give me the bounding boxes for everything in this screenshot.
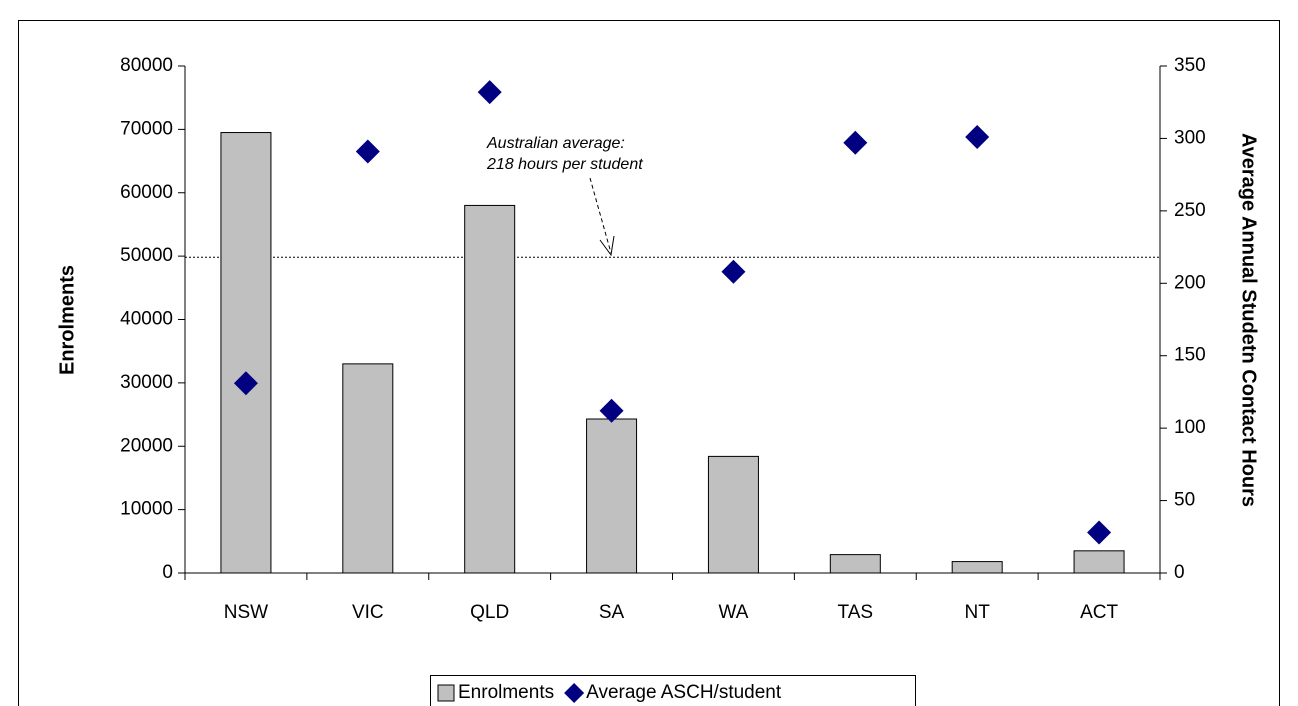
x-tick-label: ACT <box>1080 602 1118 623</box>
legend-swatch <box>437 684 455 702</box>
y-tick-label: 10000 <box>120 499 173 520</box>
bar <box>342 363 394 574</box>
annotation-arrow <box>589 177 612 254</box>
bar <box>829 554 881 574</box>
x-tick-label: VIC <box>352 602 384 623</box>
annotation: Australian average: <box>486 135 625 152</box>
y2-tick-label: 200 <box>1174 272 1206 293</box>
diamond-marker <box>477 80 502 105</box>
arrow-head <box>599 235 615 257</box>
x-tick-label: NT <box>965 602 991 623</box>
bar <box>707 455 759 574</box>
y2-tick-label: 100 <box>1174 417 1206 438</box>
bar <box>951 561 1003 574</box>
chart-frame <box>18 20 1280 706</box>
diamond-marker <box>721 259 746 284</box>
diamond-marker <box>355 139 380 164</box>
bar <box>220 132 272 574</box>
legend-label: Average ASCH/student <box>586 682 782 703</box>
bar <box>464 204 516 574</box>
y2-tick-label: 350 <box>1174 55 1206 76</box>
diamond-marker <box>599 398 624 423</box>
diamond-marker <box>843 130 868 155</box>
legend-box <box>430 675 916 706</box>
y-tick-label: 80000 <box>120 55 173 76</box>
diamond-marker <box>233 371 258 396</box>
y-tick-label: 0 <box>162 562 173 583</box>
x-tick-label: TAS <box>838 602 874 623</box>
y-tick-label: 50000 <box>120 245 173 266</box>
legend-swatch <box>564 683 585 703</box>
y2-tick-label: 150 <box>1174 345 1206 366</box>
x-tick-label: NSW <box>224 602 268 623</box>
diamond-marker <box>965 124 990 149</box>
y2-tick-label: 0 <box>1174 562 1185 583</box>
y2-tick-label: 300 <box>1174 127 1206 148</box>
x-tick-label: SA <box>599 602 625 623</box>
bar <box>1073 550 1125 574</box>
diamond-marker <box>1087 520 1112 545</box>
y-tick-label: 40000 <box>120 309 173 330</box>
y-tick-label: 60000 <box>120 182 173 203</box>
x-tick-label: QLD <box>470 602 509 623</box>
x-tick-label: WA <box>718 602 748 623</box>
y2-tick-label: 250 <box>1174 200 1206 221</box>
y-axis-title: Enrolments <box>56 265 78 375</box>
y2-axis-title: Average Annual Studetn Contact Hours <box>1238 133 1260 507</box>
y-tick-label: 70000 <box>120 118 173 139</box>
bar <box>586 418 638 574</box>
legend-label: Enrolments <box>458 682 554 703</box>
y-tick-label: 20000 <box>120 435 173 456</box>
annotation: 218 hours per student <box>486 156 643 173</box>
y2-tick-label: 50 <box>1174 490 1195 511</box>
y-tick-label: 30000 <box>120 372 173 393</box>
